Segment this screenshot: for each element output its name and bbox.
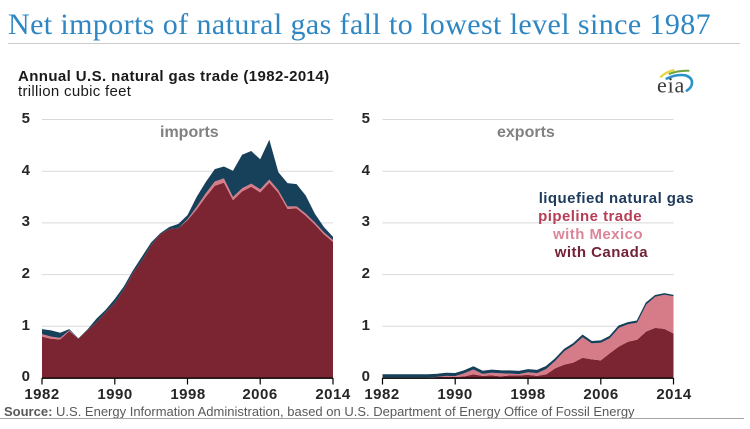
- svg-text:eia: eia: [657, 73, 685, 98]
